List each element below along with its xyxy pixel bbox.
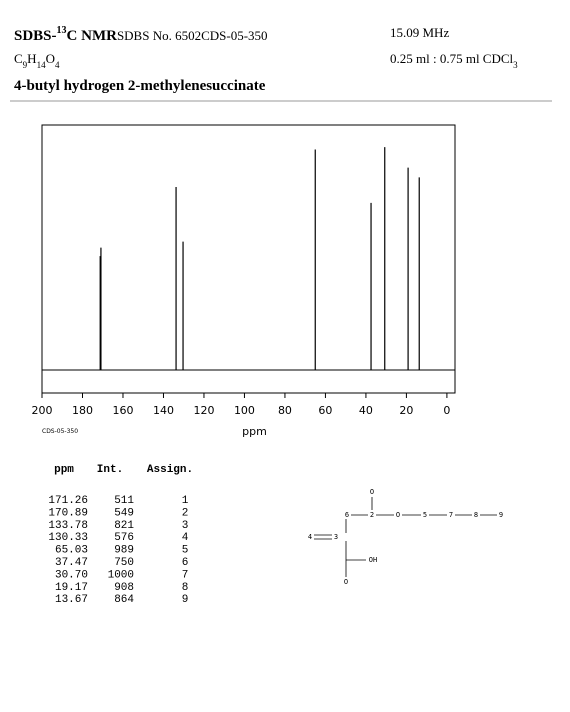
table-cell: 2 bbox=[182, 507, 189, 519]
x-tick-label: 160 bbox=[112, 404, 133, 417]
atom-label: 5 bbox=[423, 511, 427, 519]
title: SDBS-13C NMRSDBS No. 6502CDS-05-350 bbox=[14, 25, 268, 44]
atom-label: 2 bbox=[370, 511, 374, 519]
formula-sub: 9 bbox=[23, 60, 28, 70]
atom-label: 9 bbox=[499, 511, 503, 519]
solvent-text: 0.25 ml : 0.75 ml CDCl bbox=[390, 51, 514, 66]
formula-sub: 14 bbox=[37, 60, 47, 70]
title-suffix: C NMR bbox=[67, 28, 118, 44]
formula-sub: 4 bbox=[55, 60, 60, 70]
table-cell: 5 bbox=[182, 545, 189, 557]
atom-label: 8 bbox=[474, 511, 478, 519]
x-tick-label: 0 bbox=[443, 404, 450, 417]
solvent-sub: 3 bbox=[513, 60, 518, 70]
table-cell: 130.33 bbox=[48, 532, 88, 544]
x-tick-label: 180 bbox=[72, 404, 93, 417]
table-cell: 549 bbox=[114, 507, 134, 519]
x-tick-label: 80 bbox=[278, 404, 292, 417]
x-tick-label: 200 bbox=[32, 404, 53, 417]
table-cell: 8 bbox=[182, 582, 189, 594]
table-cell: 3 bbox=[182, 520, 189, 532]
atom-label: 6 bbox=[345, 511, 349, 519]
table-cell: 821 bbox=[114, 520, 134, 532]
table-cell: 7 bbox=[182, 569, 189, 581]
atom-label: 4 bbox=[308, 533, 312, 541]
frequency: 15.09 MHz bbox=[390, 25, 449, 40]
table-cell: 908 bbox=[114, 582, 134, 594]
table-cell: 170.89 bbox=[48, 507, 88, 519]
table-cell: 864 bbox=[114, 594, 134, 606]
formula-part: H bbox=[27, 51, 36, 66]
compound-name: 4-butyl hydrogen 2-methylenesuccinate bbox=[14, 78, 266, 94]
x-tick-label: 40 bbox=[359, 404, 373, 417]
title-sup: 13 bbox=[57, 25, 67, 36]
atom-label: 7 bbox=[449, 511, 453, 519]
table-cell: 6 bbox=[182, 557, 189, 569]
formula: C9H14O4 bbox=[14, 51, 60, 70]
table-cell: 171.26 bbox=[48, 495, 88, 507]
spectrum-code: CDS-05-350 bbox=[42, 428, 78, 435]
x-tick-label: 60 bbox=[318, 404, 332, 417]
x-tick-label: 140 bbox=[153, 404, 174, 417]
structure: O 6 2 O 5 7 8 9 4 3 OH O bbox=[308, 488, 503, 586]
table-header: Assign. bbox=[147, 464, 193, 476]
atom-label: O bbox=[344, 578, 348, 586]
table-cell: 9 bbox=[182, 594, 189, 606]
plot-frame bbox=[41, 124, 456, 394]
x-tick-label: 100 bbox=[234, 404, 255, 417]
table-cell: 19.17 bbox=[55, 582, 88, 594]
table-cell: 30.70 bbox=[55, 569, 88, 581]
table-cell: 1000 bbox=[108, 569, 134, 581]
x-axis-label: ppm bbox=[242, 425, 267, 438]
solvent: 0.25 ml : 0.75 ml CDCl3 bbox=[390, 51, 518, 70]
sdbs-no: SDBS No. 6502 bbox=[117, 28, 201, 43]
table-cell: 133.78 bbox=[48, 520, 88, 532]
table-cell: 37.47 bbox=[55, 557, 88, 569]
formula-part: O bbox=[46, 51, 55, 66]
header: SDBS-13C NMRSDBS No. 6502CDS-05-350 15.0… bbox=[10, 25, 552, 102]
table-cell: 4 bbox=[182, 532, 189, 544]
atom-label: OH bbox=[369, 556, 377, 564]
x-tick-label: 20 bbox=[399, 404, 413, 417]
atom-label: 3 bbox=[334, 533, 338, 541]
table-cell: 576 bbox=[114, 532, 134, 544]
table-cell: 989 bbox=[114, 545, 134, 557]
table-cell: 511 bbox=[114, 495, 134, 507]
table-cell: 1 bbox=[182, 495, 189, 507]
formula-part: C bbox=[14, 51, 23, 66]
x-tick-label: 120 bbox=[193, 404, 214, 417]
table-header: ppm bbox=[54, 464, 74, 476]
atom-label: O bbox=[396, 511, 400, 519]
table-cell: 750 bbox=[114, 557, 134, 569]
table-header: Int. bbox=[97, 464, 123, 476]
sdbs-code: CDS-05-350 bbox=[201, 28, 267, 43]
atom-label: O bbox=[370, 488, 374, 496]
title-prefix: SDBS- bbox=[14, 28, 57, 44]
table-cell: 65.03 bbox=[55, 545, 88, 557]
table-cell: 13.67 bbox=[55, 594, 88, 606]
